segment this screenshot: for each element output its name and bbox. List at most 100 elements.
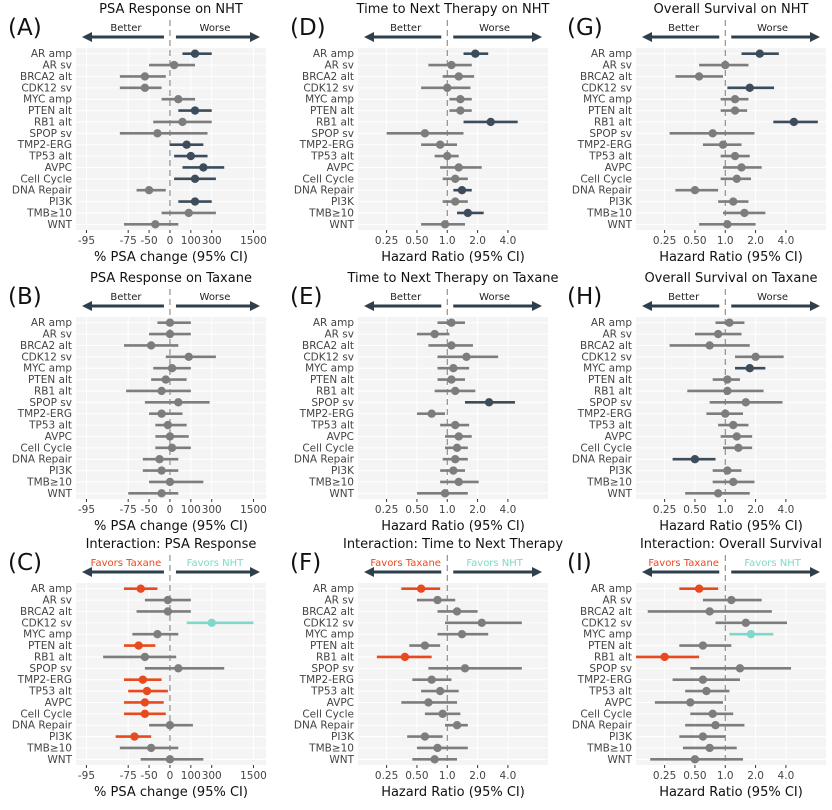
point-estimate xyxy=(163,595,173,605)
y-tick-label: PI3K xyxy=(331,731,355,743)
arrow-right-label: Worse xyxy=(757,292,788,303)
arrow-right-label: Worse xyxy=(200,292,231,303)
y-tick-label: AR sv xyxy=(42,60,72,72)
arrow-left-label: Better xyxy=(110,23,142,34)
point-estimate xyxy=(140,83,150,93)
point-estimate xyxy=(452,443,462,453)
point-estimate xyxy=(427,675,436,684)
y-tick-label: BRCA2 alt xyxy=(302,606,354,618)
panel-d: (D) Time to Next Therapy on NHT Better Wors… xyxy=(290,2,549,265)
x-tick-label: 0.50 xyxy=(405,235,428,247)
arrow-left-icon xyxy=(82,567,92,577)
panel-title: Interaction: Overall Survival xyxy=(640,537,822,552)
arrow-left-icon xyxy=(82,32,92,42)
y-tick-label: BRCA2 alt xyxy=(580,71,632,83)
x-tick-label: 4.0 xyxy=(500,770,517,782)
y-tick-label: RB1 alt xyxy=(594,116,632,128)
y-tick-label: DNA Repair xyxy=(294,185,355,197)
point-estimate xyxy=(146,341,156,350)
x-tick-label: 2.0 xyxy=(747,235,764,247)
point-estimate xyxy=(462,352,471,362)
point-estimate xyxy=(730,106,740,115)
y-tick-label: MYC amp xyxy=(583,94,632,106)
point-estimate xyxy=(718,140,728,149)
y-tick-label: WNT xyxy=(607,219,632,231)
point-estimate xyxy=(729,420,738,430)
point-estimate xyxy=(451,454,460,464)
x-axis-label: % PSA change (95% CI) xyxy=(94,519,248,534)
y-tick-label: MYC amp xyxy=(23,363,72,375)
x-axis-label: Hazard Ratio (95% CI) xyxy=(659,519,803,534)
y-tick-label: AR sv xyxy=(602,329,632,341)
y-tick-label: CDK12 sv xyxy=(21,617,72,629)
x-tick-label: 0 xyxy=(167,235,174,247)
x-axis-label: Hazard Ratio (95% CI) xyxy=(381,250,525,265)
point-estimate xyxy=(447,60,456,70)
point-estimate xyxy=(435,140,445,149)
y-tick-label: WNT xyxy=(47,754,72,766)
point-estimate xyxy=(424,698,433,707)
y-tick-label: AR amp xyxy=(31,583,72,595)
x-tick-label: 100 xyxy=(181,504,201,516)
point-estimate xyxy=(169,60,179,70)
y-tick-label: MYC amp xyxy=(23,629,72,641)
point-estimate xyxy=(140,652,150,662)
point-estimate xyxy=(457,629,467,639)
y-tick-label: PI3K xyxy=(609,731,633,743)
point-estimate xyxy=(729,477,738,487)
point-estimate xyxy=(751,352,760,362)
point-estimate xyxy=(174,398,183,407)
point-estimate xyxy=(136,584,145,593)
y-tick-label: AVPC xyxy=(327,431,354,443)
y-tick-label: TMB≥10 xyxy=(26,742,72,754)
x-tick-label: 0.50 xyxy=(683,504,706,516)
point-estimate xyxy=(157,409,166,418)
y-tick-label: MYC amp xyxy=(305,629,354,641)
y-tick-label: TP53 alt xyxy=(588,686,632,698)
arrow-left-icon xyxy=(364,301,374,311)
point-estimate xyxy=(443,83,452,93)
y-tick-label: AVPC xyxy=(45,697,72,709)
point-estimate xyxy=(705,607,714,616)
point-estimate xyxy=(138,675,148,684)
point-estimate xyxy=(698,732,708,741)
y-tick-label: AR sv xyxy=(602,60,632,72)
x-tick-label: 1.0 xyxy=(439,504,456,516)
y-tick-label: WNT xyxy=(607,488,632,500)
panel-i: (I) Interaction: Overall Survival Favors T… xyxy=(567,537,826,800)
point-estimate xyxy=(157,386,166,396)
y-tick-label: AR amp xyxy=(313,48,354,60)
point-estimate xyxy=(190,197,200,206)
panel-label: (I) xyxy=(567,550,592,576)
y-tick-label: BRCA2 alt xyxy=(580,606,632,618)
point-estimate xyxy=(184,352,193,362)
point-estimate xyxy=(713,489,723,498)
point-estimate xyxy=(746,629,756,639)
point-estimate xyxy=(157,466,166,475)
point-estimate xyxy=(729,197,738,206)
arrow-right-icon xyxy=(532,567,542,577)
y-tick-label: PTEN alt xyxy=(28,374,72,386)
panel-label: (D) xyxy=(290,15,326,41)
arrow-right-label: Favors NHT xyxy=(744,558,801,569)
arrow-left-icon xyxy=(642,301,652,311)
panel-title: Overall Survival on Taxane xyxy=(644,271,817,286)
y-tick-label: CDK12 sv xyxy=(303,617,354,629)
arrow-right-icon xyxy=(250,301,260,311)
y-tick-label: MYC amp xyxy=(583,363,632,375)
point-estimate xyxy=(165,318,175,327)
y-tick-label: AVPC xyxy=(327,162,354,174)
point-estimate xyxy=(484,398,494,407)
point-estimate xyxy=(174,664,183,673)
x-axis-label: Hazard Ratio (95% CI) xyxy=(381,785,525,800)
x-tick-label: 4.0 xyxy=(778,770,795,782)
x-tick-label: 0 xyxy=(167,504,174,516)
point-estimate xyxy=(155,454,164,464)
y-tick-label: SPOP sv xyxy=(311,397,354,409)
x-tick-label: 0 xyxy=(167,770,174,782)
point-estimate xyxy=(190,106,200,115)
y-tick-label: PTEN alt xyxy=(310,105,354,117)
x-tick-label: 1.0 xyxy=(717,235,734,247)
point-estimate xyxy=(184,208,193,218)
y-tick-label: AR sv xyxy=(324,60,354,72)
